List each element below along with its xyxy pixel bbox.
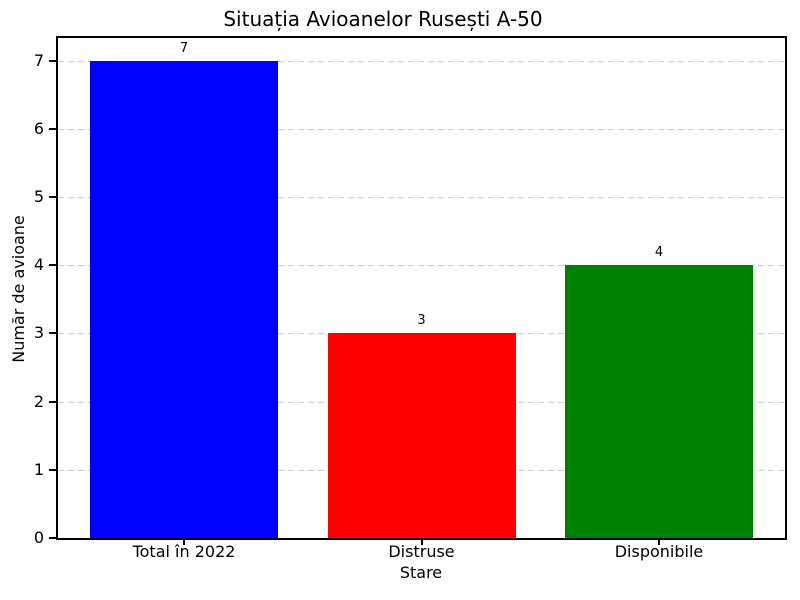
gridline-y5 — [58, 196, 785, 198]
chart-title: Situația Avioanelor Rusești A-50 — [223, 7, 543, 31]
y-tick-label-4: 4 — [33, 255, 44, 275]
y-tick-label-5: 5 — [33, 186, 44, 206]
y-tick-mark-6 — [49, 127, 56, 130]
x-tick-label-2: Distruse — [388, 542, 455, 561]
y-tick-mark-4 — [49, 264, 56, 267]
y-tick-mark-3 — [49, 332, 56, 335]
gridline-y7 — [58, 60, 785, 62]
gridline-y4 — [58, 265, 785, 267]
x-tick-mark-1 — [183, 538, 185, 545]
y-tick-label-6: 6 — [33, 118, 44, 138]
bar-value-label: 7 — [179, 40, 189, 56]
bar-1 — [90, 60, 278, 538]
y-tick-mark-7 — [49, 59, 56, 62]
y-tick-mark-5 — [49, 195, 56, 198]
y-tick-label-2: 2 — [33, 391, 44, 411]
bar-3 — [565, 265, 753, 538]
bar-value-label: 3 — [417, 313, 426, 329]
bar-2 — [327, 333, 516, 538]
y-tick-mark-2 — [49, 400, 56, 403]
x-tick-mark-2 — [420, 538, 423, 545]
y-tick-label-0: 0 — [33, 528, 44, 547]
x-tick-label-3: Disponibile — [614, 542, 704, 561]
plot-area: 7 3 4 — [56, 36, 787, 540]
x-tick-label-1: Total în 2022 — [132, 542, 236, 561]
gridline-y6 — [58, 128, 785, 130]
x-axis-label: Stare — [399, 563, 443, 582]
y-tick-mark-0 — [49, 537, 56, 539]
y-tick-label-3: 3 — [33, 323, 44, 343]
x-tick-mark-3 — [658, 538, 660, 545]
bar-value-label: 4 — [654, 245, 664, 261]
y-tick-label-1: 1 — [33, 459, 44, 479]
y-tick-label-7: 7 — [33, 50, 44, 70]
y-tick-mark-1 — [49, 468, 56, 471]
